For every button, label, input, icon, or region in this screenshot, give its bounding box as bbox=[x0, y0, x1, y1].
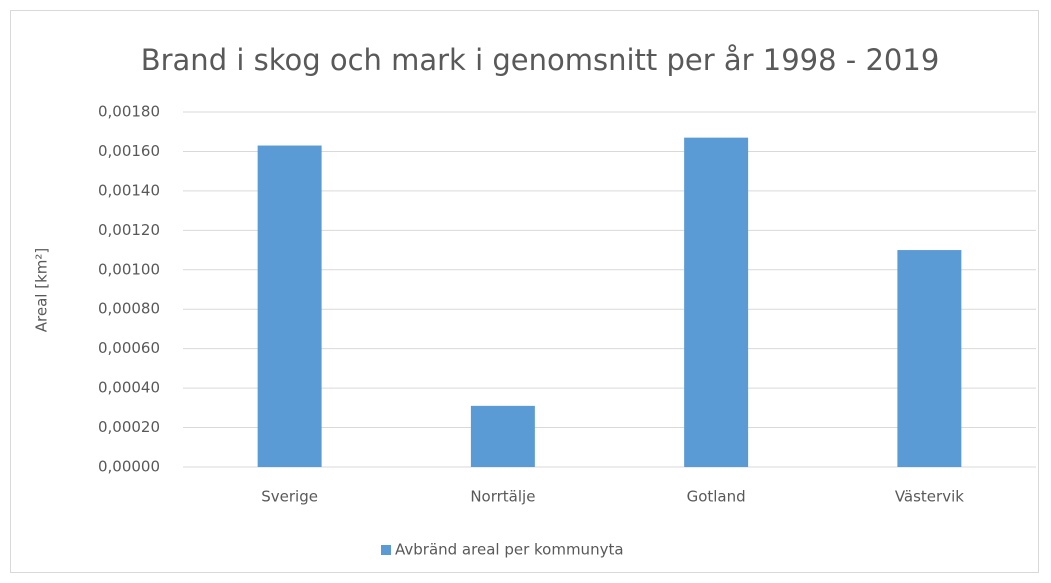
x-tick-label: Sverige bbox=[261, 488, 318, 506]
bar bbox=[684, 137, 749, 467]
x-tick-label: Västervik bbox=[895, 488, 964, 506]
y-tick-label: 0,00040 bbox=[98, 379, 160, 397]
y-tick-label: 0,00180 bbox=[98, 103, 160, 121]
x-tick-label: Gotland bbox=[687, 488, 746, 506]
x-tick-label: Norrtälje bbox=[470, 488, 535, 506]
legend-swatch bbox=[381, 545, 391, 555]
chart-title: Brand i skog och mark i genomsnitt per å… bbox=[141, 43, 940, 77]
legend-label: Avbränd areal per kommunyta bbox=[395, 541, 624, 559]
bar bbox=[257, 145, 322, 467]
y-tick-label: 0,00160 bbox=[98, 142, 160, 160]
y-tick-label: 0,00120 bbox=[98, 221, 160, 239]
y-tick-label: 0,00140 bbox=[98, 181, 160, 199]
bar bbox=[470, 405, 535, 467]
y-tick-label: 0,00100 bbox=[98, 260, 160, 278]
y-tick-label: 0,00060 bbox=[98, 339, 160, 357]
y-axis-label: Areal [km²] bbox=[33, 248, 51, 332]
y-tick-label: 0,00000 bbox=[98, 458, 160, 476]
bar bbox=[897, 250, 962, 467]
y-tick-label: 0,00080 bbox=[98, 300, 160, 318]
chart-border bbox=[10, 10, 1039, 573]
y-tick-label: 0,00020 bbox=[98, 418, 160, 436]
